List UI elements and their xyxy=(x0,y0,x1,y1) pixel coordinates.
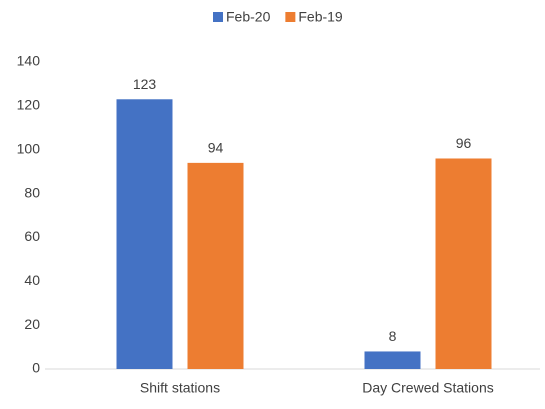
data-label: 94 xyxy=(208,140,224,156)
y-tick-label: 20 xyxy=(24,316,40,332)
x-tick-label: Day Crewed Stations xyxy=(362,380,494,396)
y-tick-label: 80 xyxy=(24,184,40,200)
data-label: 96 xyxy=(456,135,472,151)
data-label: 8 xyxy=(389,328,397,344)
legend-swatch xyxy=(285,12,296,22)
bar xyxy=(435,158,492,369)
y-tick-label: 100 xyxy=(17,140,41,156)
legend-swatch xyxy=(213,12,223,22)
x-tick-label: Shift stations xyxy=(140,380,220,396)
legend-label: Feb-19 xyxy=(298,9,343,25)
bar xyxy=(364,351,421,369)
bar xyxy=(187,162,244,369)
y-tick-label: 120 xyxy=(17,97,41,113)
y-tick-label: 60 xyxy=(24,228,40,244)
bar xyxy=(116,99,173,370)
y-tick-label: 0 xyxy=(32,360,40,376)
y-tick-label: 140 xyxy=(17,53,41,69)
legend-label: Feb-20 xyxy=(226,9,271,25)
y-tick-label: 40 xyxy=(24,272,40,288)
data-label: 123 xyxy=(133,76,157,92)
